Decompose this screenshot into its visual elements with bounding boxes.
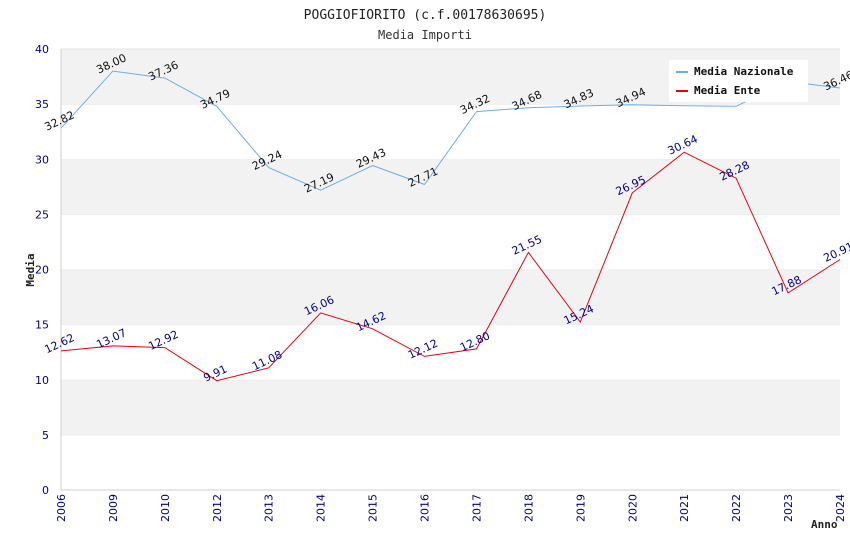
x-tick-label: 2006 <box>55 494 68 522</box>
y-tick-label: 5 <box>42 429 49 442</box>
x-tick-label: 2017 <box>470 494 483 522</box>
y-axis-ticks: 0 5 10 15 20 25 30 35 40 <box>35 43 49 497</box>
grid-band <box>61 379 840 435</box>
x-tick-label: 2013 <box>263 494 276 522</box>
legend: Media Nazionale Media Ente <box>669 60 808 102</box>
x-tick-label: 2015 <box>367 494 380 522</box>
legend-label-media-nazionale: Media Nazionale <box>694 65 794 78</box>
y-tick-label: 30 <box>35 153 49 166</box>
series-line-media-nazionale <box>60 70 841 191</box>
x-tick-label: 2022 <box>730 494 743 522</box>
x-tick-label: 2020 <box>626 494 639 522</box>
x-axis-ticks: 2006 2009 2010 2012 2013 2014 2015 2016 2017 2018… <box>55 494 847 522</box>
y-axis-label: Media <box>24 253 37 286</box>
x-tick-label: 2016 <box>419 494 432 522</box>
series-lines <box>60 70 841 382</box>
x-tick-label: 2023 <box>782 494 795 522</box>
x-tick-label: 2018 <box>522 494 535 522</box>
legend-label-media-ente: Media Ente <box>694 84 761 97</box>
y-tick-label: 40 <box>35 43 49 56</box>
x-tick-label: 2024 <box>834 494 847 522</box>
chart-title: POGGIOFIORITO (c.f.00178630695) <box>304 8 547 23</box>
grid-band <box>61 159 840 215</box>
x-axis-label: Anno <box>811 518 838 531</box>
legend-box <box>669 60 808 102</box>
x-tick-label: 2014 <box>315 494 328 522</box>
plot-area <box>60 49 840 491</box>
grid-band <box>61 269 840 325</box>
chart-subtitle: Media Importi <box>378 28 472 42</box>
y-tick-label: 0 <box>42 484 49 497</box>
grid-band <box>61 214 840 270</box>
x-tick-label: 2009 <box>107 494 120 522</box>
grid-band <box>61 434 840 490</box>
y-tick-label: 10 <box>35 374 49 387</box>
y-tick-label: 35 <box>35 98 49 111</box>
y-tick-label: 20 <box>35 264 49 277</box>
y-tick-label: 15 <box>35 319 49 332</box>
y-tick-label: 25 <box>35 208 49 221</box>
x-tick-label: 2010 <box>159 494 172 522</box>
grid-band <box>61 104 840 160</box>
series-line-media-ente <box>60 151 841 382</box>
grid-bands <box>61 48 840 490</box>
x-tick-label: 2012 <box>211 494 224 522</box>
x-tick-label: 2021 <box>678 494 691 522</box>
x-tick-label: 2019 <box>574 494 587 522</box>
